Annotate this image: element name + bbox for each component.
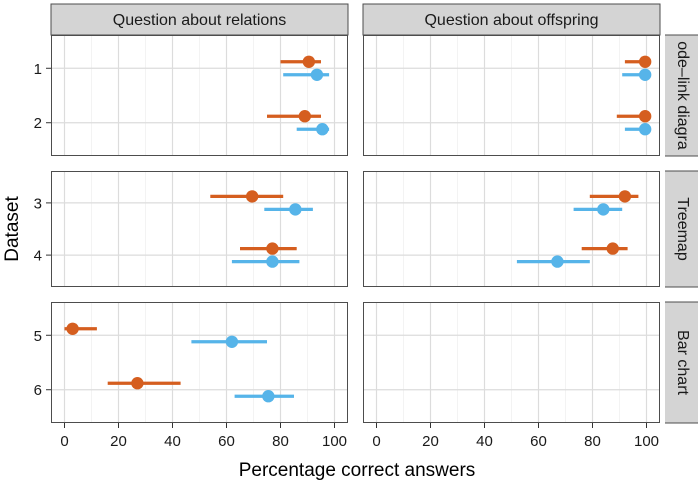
facet-strip-right-1 bbox=[665, 34, 698, 157]
point-dataset-3-b-col2 bbox=[597, 203, 610, 216]
y-tick-label-3: 3 bbox=[34, 195, 42, 212]
x-tick-label-100-col2: 100 bbox=[634, 433, 659, 450]
point-dataset-4-b-col1 bbox=[266, 255, 279, 268]
x-tick-label-60-col2: 60 bbox=[530, 433, 547, 450]
y-tick-label-6: 6 bbox=[34, 382, 42, 399]
facet-strip-right-3 bbox=[665, 301, 698, 424]
point-dataset-4-a-col2 bbox=[606, 242, 619, 255]
point-dataset-2-a-col1 bbox=[298, 110, 311, 123]
x-tick-label-0-col2: 0 bbox=[372, 433, 380, 450]
point-dataset-5-b-col1 bbox=[225, 335, 239, 348]
x-tick-label-100-col1: 100 bbox=[322, 433, 347, 450]
panel-border bbox=[51, 171, 348, 287]
point-dataset-2-a-col2 bbox=[638, 110, 652, 123]
panel-border bbox=[363, 171, 660, 287]
point-dataset-3-b-col1 bbox=[289, 203, 302, 216]
facet-label-question-about-offspring: Question about offspring bbox=[424, 12, 598, 29]
facet-strip-top-2 bbox=[362, 3, 661, 36]
panel-border bbox=[51, 302, 348, 423]
x-tick-label-20-col2: 20 bbox=[422, 433, 439, 450]
facet-label-treemap: Treemap bbox=[674, 197, 691, 261]
x-tick-label-60-col1: 60 bbox=[218, 433, 235, 450]
point-dataset-1-a-col1 bbox=[302, 55, 316, 68]
y-tick-label-2: 2 bbox=[34, 115, 42, 132]
point-dataset-5-a-col1 bbox=[66, 322, 79, 335]
point-dataset-6-b-col1 bbox=[262, 390, 275, 403]
point-dataset-1-b-col2 bbox=[638, 68, 652, 81]
x-tick-label-20-col1: 20 bbox=[110, 433, 127, 450]
y-tick-label-5: 5 bbox=[34, 328, 42, 345]
facet-label-bar-chart: Bar chart bbox=[674, 330, 691, 395]
y-tick-label-1: 1 bbox=[34, 61, 42, 78]
y-tick-label-4: 4 bbox=[34, 248, 42, 265]
x-tick-label-40-col2: 40 bbox=[476, 433, 493, 450]
panel-border bbox=[363, 302, 660, 423]
facet-strip-top-1 bbox=[50, 3, 349, 36]
x-axis-title: Percentage correct answers bbox=[239, 460, 476, 481]
point-dataset-3-a-col2 bbox=[618, 190, 632, 203]
x-tick-label-80-col2: 80 bbox=[584, 433, 601, 450]
x-tick-label-40-col1: 40 bbox=[164, 433, 181, 450]
point-dataset-3-a-col1 bbox=[245, 190, 259, 203]
point-dataset-2-b-col1 bbox=[316, 123, 329, 136]
point-dataset-4-b-col2 bbox=[551, 255, 564, 268]
x-tick-label-80-col1: 80 bbox=[272, 433, 289, 450]
x-tick-label-0-col1: 0 bbox=[60, 433, 68, 450]
facet-label-question-about-relations: Question about relations bbox=[113, 12, 286, 29]
facet-strip-right-2 bbox=[665, 170, 698, 288]
facet-label-node-link-diagram: ode–link diagra bbox=[674, 41, 691, 150]
point-dataset-1-a-col2 bbox=[638, 55, 652, 68]
point-dataset-4-a-col1 bbox=[266, 242, 279, 255]
point-dataset-1-b-col1 bbox=[310, 68, 324, 81]
point-dataset-6-a-col1 bbox=[131, 377, 144, 390]
y-axis-title: Dataset bbox=[2, 196, 23, 262]
point-dataset-2-b-col2 bbox=[638, 123, 652, 136]
